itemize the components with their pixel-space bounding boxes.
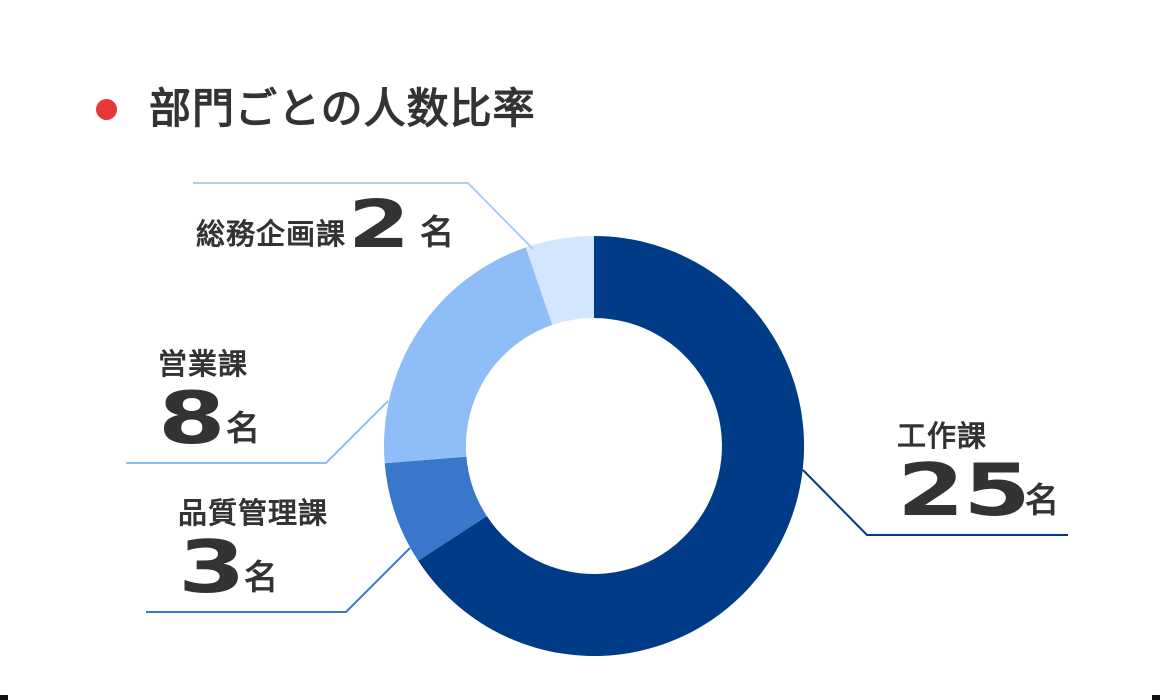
label-kosaku: 工作課 25 名 xyxy=(897,418,1059,526)
label-hinshitsu-unit: 名 xyxy=(244,558,278,598)
chart-title-block: 部門ごとの人数比率 xyxy=(96,82,536,136)
segment-somu xyxy=(525,236,594,325)
label-hinshitsu-name: 品質管理課 xyxy=(178,496,329,530)
leader-line-eigyo xyxy=(126,400,389,464)
segment-eigyo xyxy=(383,247,553,464)
label-kosaku-name: 工作課 xyxy=(897,419,988,453)
segment-kosaku xyxy=(418,236,805,657)
title-bullet-icon xyxy=(96,98,117,120)
label-somu-name: 総務企画課 xyxy=(196,217,347,251)
label-hinshitsu-count: 3 xyxy=(178,525,246,609)
label-kosaku-count: 25 xyxy=(897,448,1031,532)
label-somu-unit: 名 xyxy=(420,213,455,253)
leader-line-kosaku xyxy=(802,469,1068,536)
leader-line-somu xyxy=(193,182,534,250)
segment-hinshitsu xyxy=(384,456,487,561)
corner-mark-right xyxy=(1152,695,1160,700)
chart-title: 部門ごとの人数比率 xyxy=(149,84,536,133)
label-eigyo-name: 営業課 xyxy=(158,347,249,381)
label-somu: 総務企画課 2 名 xyxy=(196,192,454,258)
label-hinshitsu: 品質管理課 3 名 xyxy=(178,495,328,603)
label-kosaku-unit: 名 xyxy=(1025,481,1059,521)
label-eigyo-count: 8 xyxy=(158,376,226,460)
label-somu-count: 2 xyxy=(348,186,410,263)
corner-mark-left xyxy=(0,695,8,700)
leader-line-hinshitsu xyxy=(146,547,411,613)
label-eigyo-unit: 名 xyxy=(226,409,260,449)
label-eigyo: 営業課 8 名 xyxy=(158,346,260,454)
